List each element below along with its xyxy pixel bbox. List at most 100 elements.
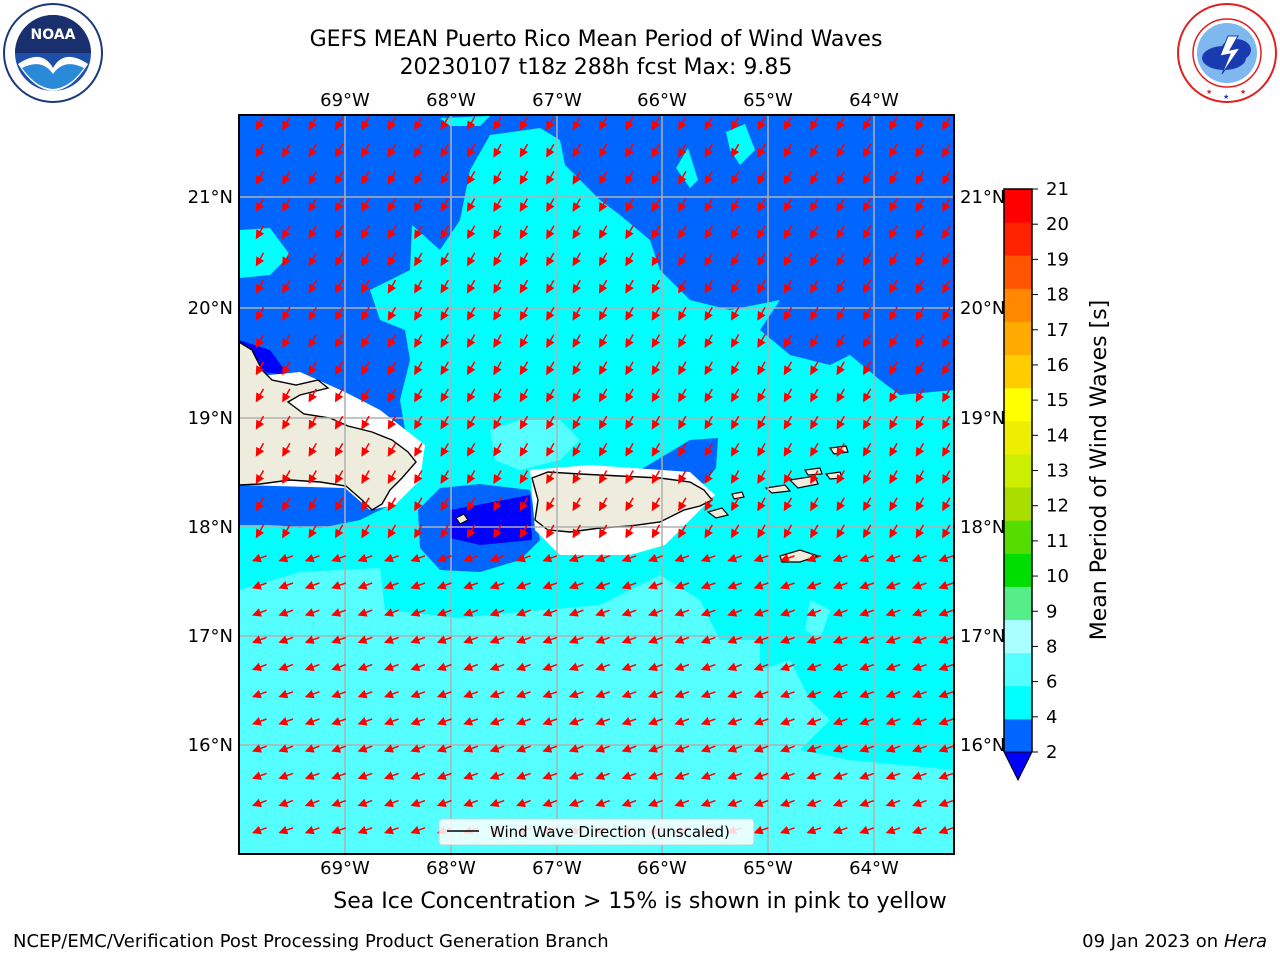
- wind-wave-arrow: [942, 306, 951, 321]
- wind-wave-arrow: [251, 553, 267, 563]
- wind-wave-arrow: [493, 170, 502, 185]
- wind-wave-arrow: [938, 825, 954, 835]
- wind-wave-arrow: [810, 388, 819, 403]
- wind-wave-arrow: [704, 524, 713, 539]
- wind-wave-arrow: [651, 170, 661, 185]
- wind-wave-arrow: [862, 497, 872, 512]
- wind-wave-arrow: [859, 744, 875, 753]
- wind-wave-arrow: [779, 635, 795, 644]
- wind-wave-arrow: [783, 198, 793, 213]
- wind-wave-arrow: [493, 497, 502, 512]
- wind-wave-arrow: [414, 497, 423, 512]
- wind-wave-arrow: [542, 581, 558, 590]
- wind-wave-arrow: [387, 225, 397, 240]
- wind-wave-arrow: [942, 524, 951, 539]
- wind-wave-arrow: [361, 252, 370, 267]
- wind-wave-arrow: [598, 361, 608, 376]
- wind-wave-arrow: [489, 608, 505, 617]
- wind-wave-arrow: [625, 252, 634, 267]
- wind-wave-arrow: [757, 415, 766, 430]
- wind-wave-arrow: [308, 388, 317, 403]
- wind-wave-arrow: [862, 415, 872, 430]
- wind-wave-arrow: [651, 279, 661, 294]
- wind-wave-arrow: [678, 388, 687, 403]
- wind-wave-arrow: [463, 744, 479, 753]
- wind-wave-arrow: [621, 771, 637, 780]
- lat-label: 19°N: [188, 408, 233, 429]
- lat-label: 17°N: [960, 626, 1005, 647]
- colorbar-tick-label: 6: [1046, 672, 1057, 693]
- wind-wave-arrow: [387, 497, 397, 512]
- wind-wave-arrow: [757, 442, 766, 457]
- wind-wave-arrow: [915, 279, 925, 294]
- colorbar-tick-label: 17: [1046, 320, 1069, 341]
- wind-wave-arrow: [572, 388, 581, 403]
- wind-wave-arrow: [911, 744, 927, 753]
- wind-wave-arrow: [942, 225, 951, 240]
- wind-wave-arrow: [489, 553, 505, 563]
- wind-wave-arrow: [598, 279, 608, 294]
- wind-wave-arrow: [383, 825, 399, 835]
- wind-wave-arrow: [727, 635, 743, 644]
- wind-wave-arrow: [361, 225, 370, 240]
- wind-wave-arrow: [278, 581, 294, 590]
- wind-wave-arrow: [387, 306, 397, 321]
- wind-wave-arrow: [779, 608, 795, 617]
- wind-wave-arrow: [410, 744, 426, 753]
- wind-wave-arrow: [885, 689, 901, 699]
- wind-wave-arrow: [251, 798, 267, 808]
- wind-wave-arrow: [885, 717, 901, 726]
- wind-wave-arrow: [621, 689, 637, 699]
- colorbar-segment: [1004, 586, 1032, 621]
- wind-wave-arrow: [938, 744, 954, 753]
- wind-wave-arrow: [598, 470, 608, 485]
- wind-wave-arrow: [651, 470, 661, 485]
- lat-label: 20°N: [960, 298, 1005, 319]
- wind-wave-arrow: [278, 662, 294, 672]
- wind-wave-arrow: [383, 717, 399, 726]
- wind-wave-arrow: [519, 170, 529, 185]
- wind-wave-arrow: [806, 689, 822, 699]
- wind-wave-arrow: [753, 825, 769, 835]
- wind-wave-arrow: [255, 306, 265, 321]
- wind-wave-arrow: [889, 497, 898, 512]
- wind-wave-arrow: [938, 689, 954, 699]
- wind-wave-arrow: [674, 553, 690, 563]
- wind-wave-arrow: [598, 442, 608, 457]
- wind-wave-arrow: [255, 225, 265, 240]
- wind-wave-arrow: [647, 771, 663, 780]
- wind-wave-arrow: [727, 771, 743, 780]
- wind-wave-arrow: [942, 442, 951, 457]
- sea-ice-note: Sea Ice Concentration > 15% is shown in …: [333, 889, 947, 914]
- field-4-6-islet2: [676, 148, 698, 188]
- wind-wave-arrow: [810, 470, 819, 485]
- wind-wave-arrow: [832, 553, 848, 563]
- wind-wave-arrow: [493, 442, 502, 457]
- wind-wave-arrow: [304, 825, 320, 835]
- wind-wave-arrow: [361, 415, 370, 430]
- wind-wave-arrow: [546, 497, 555, 512]
- wind-wave-arrow: [727, 744, 743, 753]
- wind-wave-arrow: [278, 717, 294, 726]
- wind-wave-arrow: [651, 225, 661, 240]
- lon-label: 64°W: [849, 90, 899, 111]
- wind-wave-arrow: [546, 361, 555, 376]
- wind-wave-arrow: [651, 361, 661, 376]
- wind-wave-arrow: [361, 388, 370, 403]
- wind-wave-arrow: [493, 279, 502, 294]
- wind-wave-arrow: [334, 334, 344, 349]
- wind-wave-arrow: [515, 717, 531, 726]
- wind-wave-arrow: [832, 662, 848, 672]
- wind-wave-arrow: [625, 524, 634, 539]
- wind-wave-arrow: [255, 170, 265, 185]
- wind-wave-arrow: [836, 334, 845, 349]
- lat-label: 20°N: [188, 298, 233, 319]
- wind-wave-arrow: [436, 635, 452, 644]
- wind-wave-arrow: [598, 225, 608, 240]
- wind-wave-arrow: [440, 442, 449, 457]
- wind-wave-arrow: [542, 553, 558, 563]
- wind-wave-arrow: [678, 361, 687, 376]
- colorbar-segment: [1004, 553, 1032, 587]
- wind-wave-arrow: [414, 415, 423, 430]
- wind-wave-arrow: [546, 143, 555, 158]
